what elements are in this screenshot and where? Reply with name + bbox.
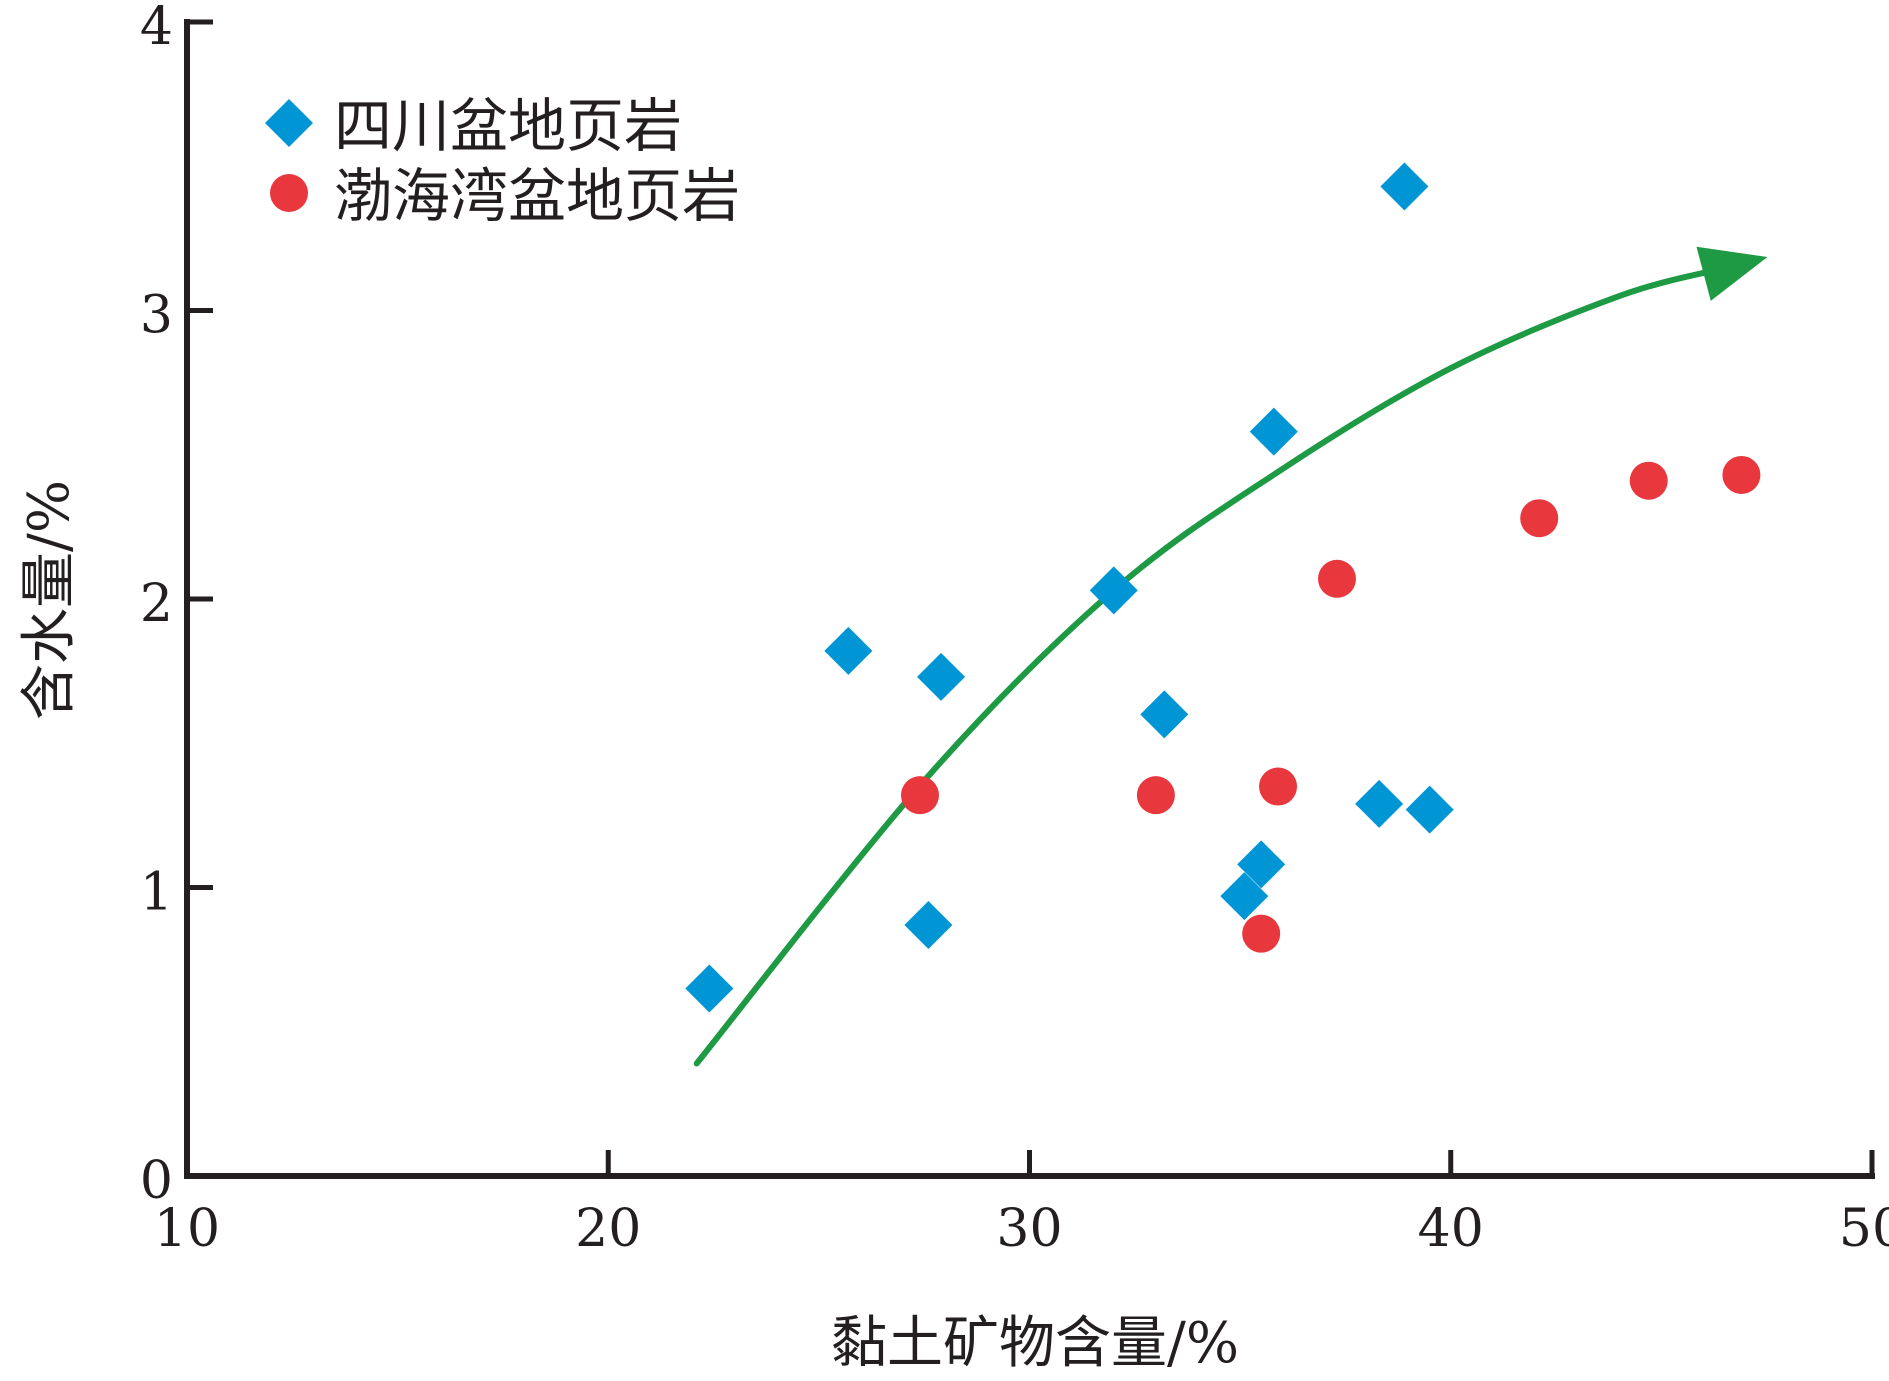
y-tick-label: 0 bbox=[140, 1151, 173, 1211]
diamond-point bbox=[1355, 779, 1404, 828]
diamond-point bbox=[1237, 840, 1286, 889]
diamond-point bbox=[685, 964, 734, 1013]
x-axis-title: 黏土矿物含量/% bbox=[831, 1311, 1239, 1376]
y-tick-label: 1 bbox=[140, 863, 173, 923]
y-tick-label: 4 bbox=[140, 0, 173, 57]
diamond-point bbox=[824, 626, 873, 675]
legend-label: 四川盆地页岩 bbox=[334, 92, 682, 160]
legend-diamond-marker bbox=[265, 99, 313, 147]
circle-point bbox=[1242, 914, 1281, 953]
circle-point bbox=[900, 776, 939, 815]
diamond-point bbox=[1140, 690, 1189, 739]
diamond-point bbox=[917, 652, 966, 701]
circle-point bbox=[1136, 776, 1175, 815]
series-2 bbox=[900, 455, 1761, 953]
diamond-point bbox=[1249, 407, 1298, 456]
x-tick-label: 40 bbox=[1418, 1199, 1484, 1259]
legend-circle-marker bbox=[270, 174, 308, 212]
data-points bbox=[685, 162, 1761, 1013]
trend-arrow bbox=[693, 246, 1768, 1067]
x-tick-label: 20 bbox=[575, 1199, 641, 1259]
x-tick-label: 30 bbox=[996, 1199, 1062, 1259]
axes: 10 20 30 40 50 0 1 2 3 4 bbox=[140, 0, 1889, 1259]
legend-label: 渤海湾盆地页岩 bbox=[334, 162, 740, 230]
y-axis-title: 含水量/% bbox=[17, 480, 82, 720]
circle-point bbox=[1722, 455, 1761, 494]
series-1 bbox=[685, 162, 1454, 1013]
circle-point bbox=[1259, 767, 1298, 806]
x-tick-label: 10 bbox=[154, 1199, 220, 1259]
diamond-point bbox=[904, 901, 953, 950]
y-tick-label: 3 bbox=[140, 286, 173, 346]
diamond-point bbox=[1220, 872, 1269, 921]
diamond-point bbox=[1089, 566, 1138, 615]
diamond-point bbox=[1405, 785, 1454, 834]
circle-point bbox=[1629, 461, 1668, 500]
circle-point bbox=[1318, 559, 1357, 598]
arrow-head bbox=[1696, 246, 1768, 301]
y-tick-label: 2 bbox=[140, 574, 173, 634]
diamond-point bbox=[1380, 162, 1429, 211]
circle-point bbox=[1520, 499, 1559, 538]
x-tick-label: 50 bbox=[1839, 1199, 1889, 1259]
trend-curve bbox=[693, 264, 1732, 1067]
